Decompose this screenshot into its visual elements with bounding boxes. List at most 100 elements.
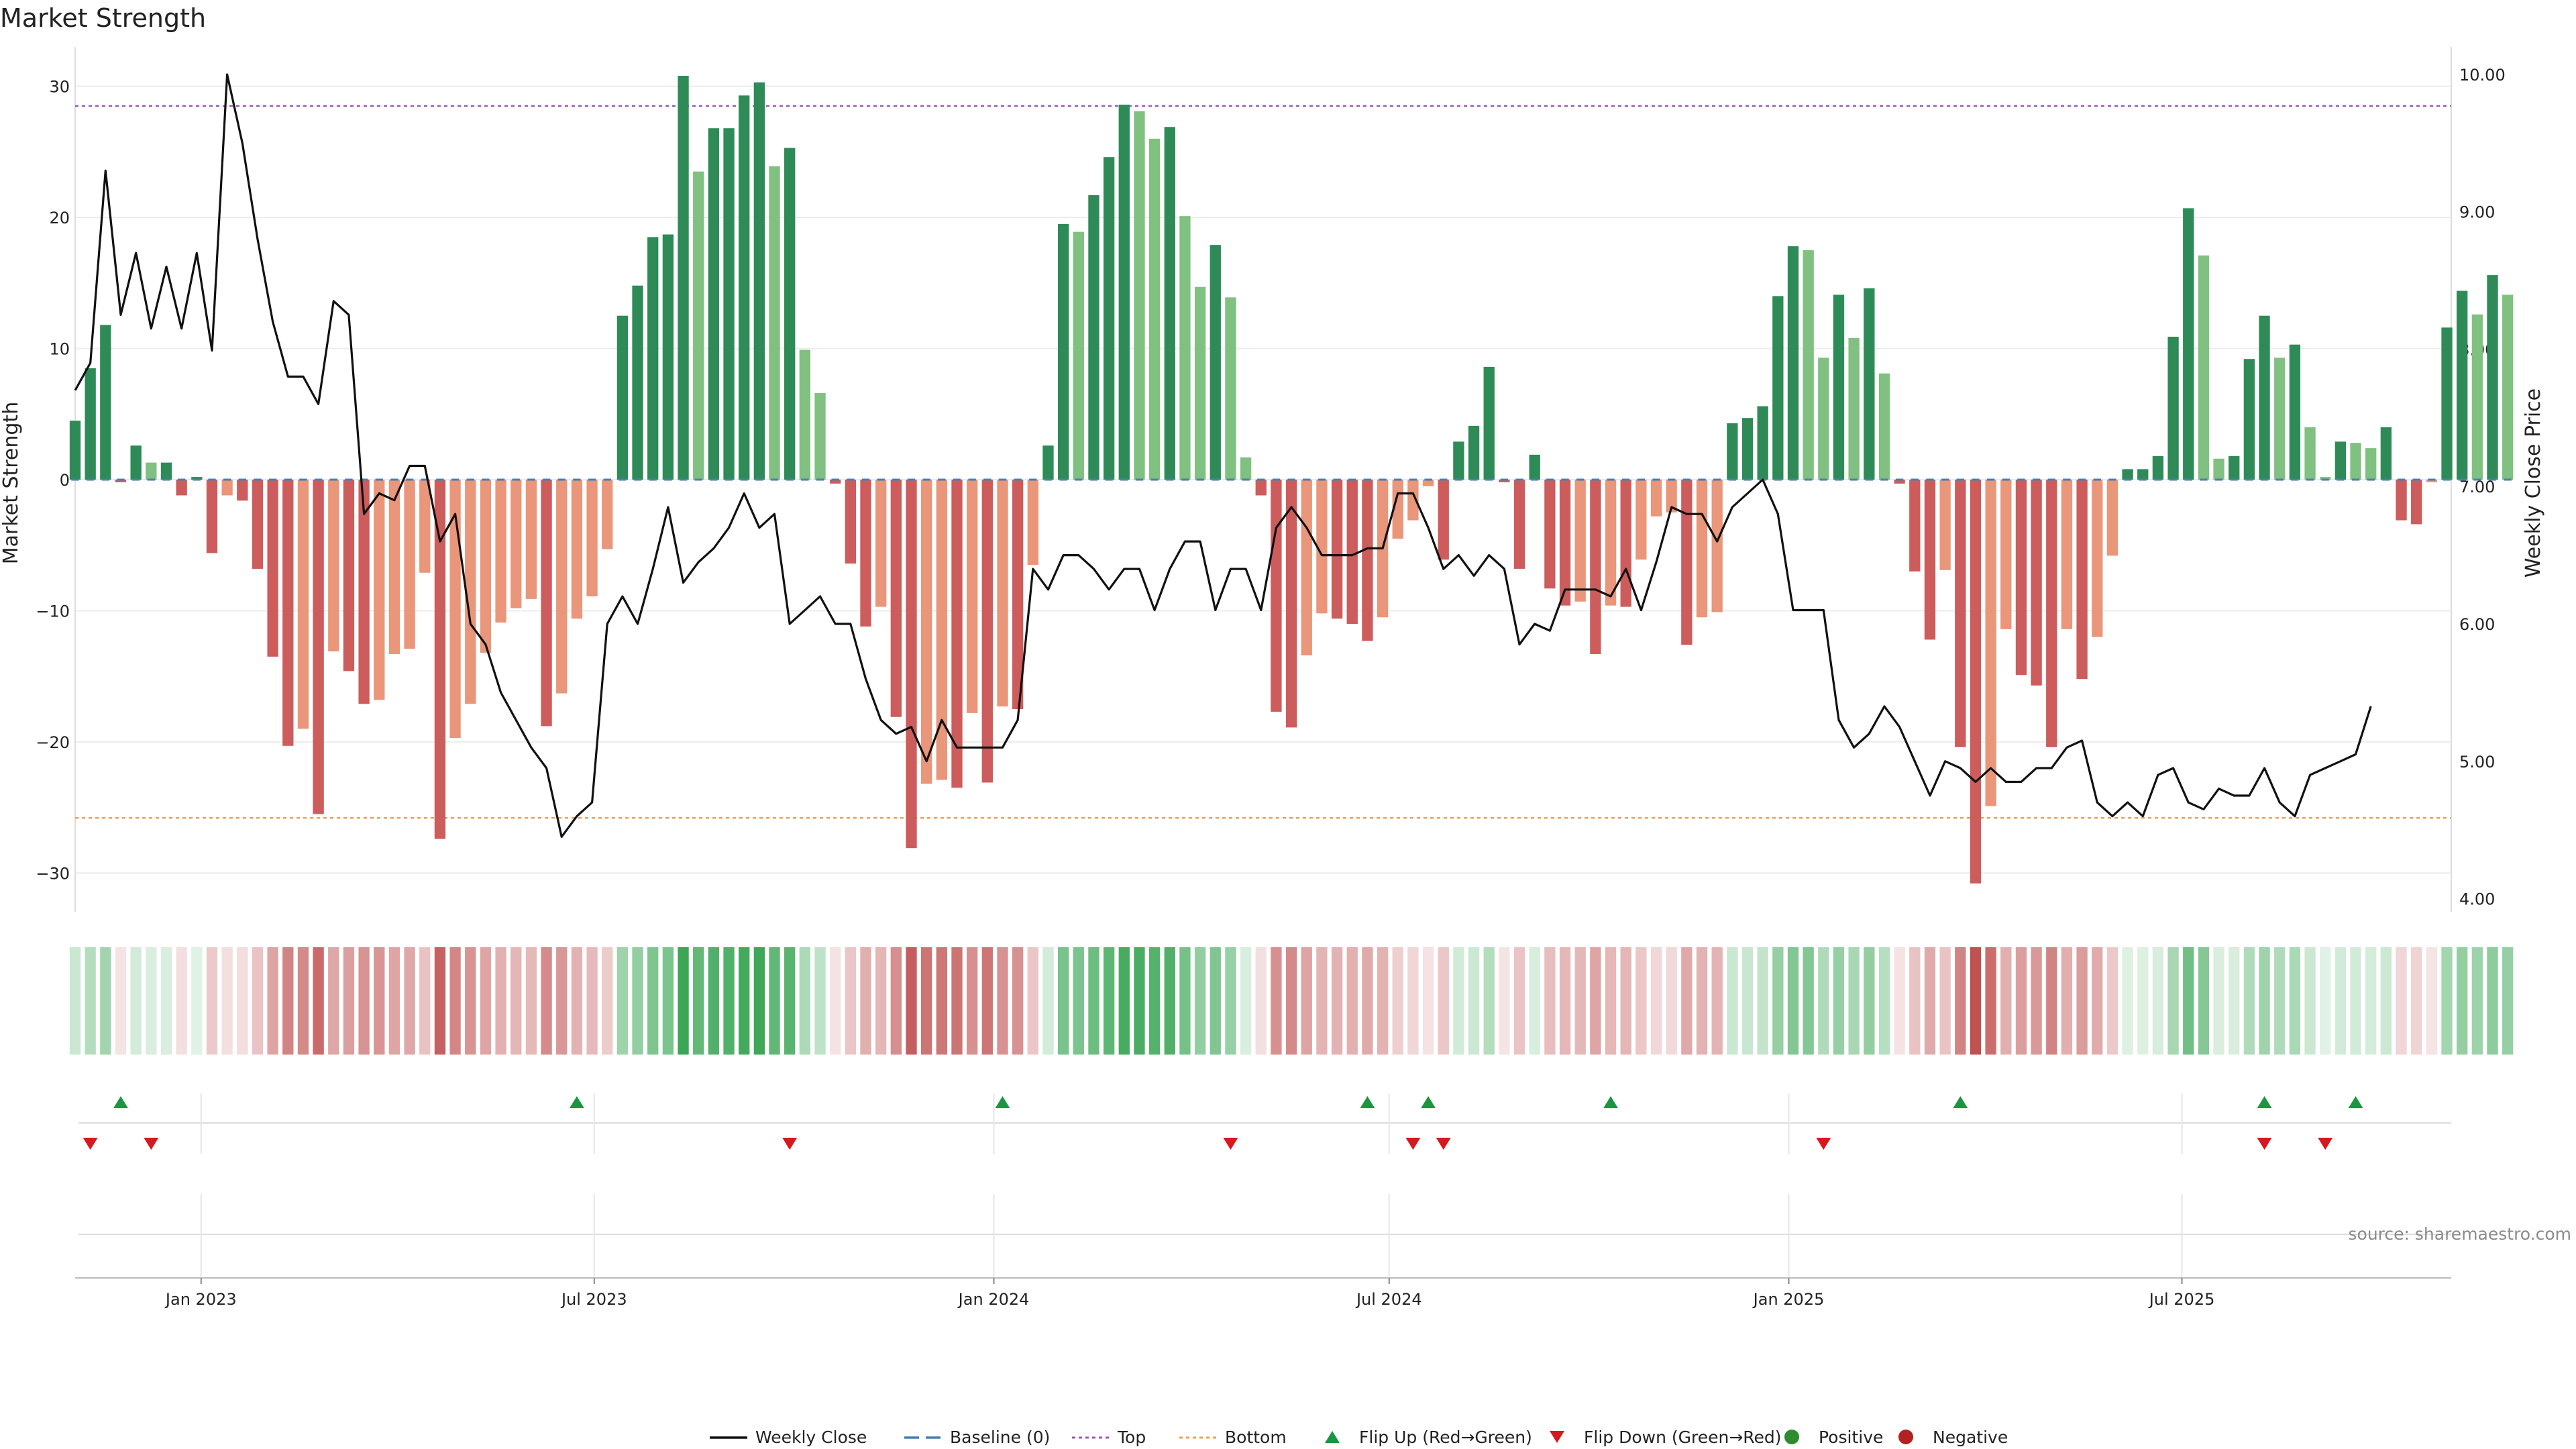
y-tick-label: 30 bbox=[49, 78, 70, 97]
strength-bar bbox=[297, 480, 309, 729]
strength-bar bbox=[739, 95, 750, 480]
strength-bar bbox=[358, 480, 370, 704]
strength-bar bbox=[632, 285, 643, 480]
heat-cell bbox=[1939, 947, 1951, 1055]
legend-label: Top bbox=[1117, 1428, 1146, 1447]
strength-bar bbox=[1210, 245, 1221, 480]
strength-bar bbox=[1042, 445, 1054, 480]
heat-cell bbox=[1605, 947, 1617, 1055]
flip-up-marker bbox=[569, 1096, 584, 1108]
heat-cell bbox=[1848, 947, 1860, 1055]
strength-bar bbox=[1483, 366, 1495, 480]
heat-cell bbox=[1468, 947, 1480, 1055]
strength-bar bbox=[981, 480, 993, 783]
strength-bar bbox=[1118, 105, 1130, 480]
strength-bar bbox=[160, 462, 172, 480]
heat-cell bbox=[374, 947, 385, 1055]
heat-cell bbox=[1134, 947, 1145, 1055]
heat-cell bbox=[1924, 947, 1936, 1055]
legend-item: Positive bbox=[1784, 1428, 1883, 1447]
heat-cell bbox=[252, 947, 264, 1055]
strength-bar bbox=[678, 76, 689, 480]
strength-bar bbox=[860, 480, 871, 627]
strength-bar bbox=[100, 325, 111, 480]
strength-bar bbox=[1833, 294, 1845, 480]
legend-item: Baseline (0) bbox=[904, 1428, 1050, 1447]
strength-bar bbox=[845, 480, 857, 564]
heat-cell bbox=[1392, 947, 1403, 1055]
y-tick-label: 10 bbox=[49, 340, 70, 359]
strength-bar bbox=[1073, 231, 1084, 480]
strength-bar bbox=[1088, 195, 1099, 480]
heat-cell bbox=[2320, 947, 2331, 1055]
heat-cell bbox=[814, 947, 826, 1055]
strength-bar bbox=[1331, 480, 1343, 619]
strength-bar bbox=[662, 234, 674, 480]
heat-cell bbox=[2229, 947, 2240, 1055]
heat-cell bbox=[678, 947, 689, 1055]
heat-cell bbox=[2441, 947, 2453, 1055]
heat-cell bbox=[388, 947, 400, 1055]
strength-bar bbox=[997, 480, 1008, 707]
strength-bar bbox=[1939, 480, 1951, 570]
strength-bar bbox=[1362, 480, 1373, 641]
strength-bar bbox=[267, 480, 278, 657]
strength-bar bbox=[890, 480, 902, 717]
strength-bar bbox=[1103, 157, 1115, 480]
strength-bar bbox=[206, 480, 218, 553]
heat-cell bbox=[1727, 947, 1738, 1055]
strength-bar bbox=[1499, 480, 1510, 482]
heat-cell bbox=[1985, 947, 1996, 1055]
strength-bar bbox=[191, 477, 203, 480]
heat-cell bbox=[1970, 947, 1982, 1055]
strength-bar bbox=[2122, 469, 2133, 480]
heat-cell bbox=[1346, 947, 1358, 1055]
y-axis-label: Market Strength bbox=[0, 402, 23, 564]
heat-cell bbox=[2213, 947, 2224, 1055]
heat-cell bbox=[1590, 947, 1601, 1055]
heat-cell bbox=[2487, 947, 2498, 1055]
heat-cell bbox=[616, 947, 629, 1055]
strength-bar bbox=[1864, 288, 1875, 480]
heat-cell bbox=[1574, 947, 1586, 1055]
strength-bar bbox=[769, 166, 780, 480]
strength-bar bbox=[2031, 480, 2042, 686]
heat-cell bbox=[784, 947, 796, 1055]
legend-label: Baseline (0) bbox=[950, 1428, 1050, 1447]
heat-cell bbox=[662, 947, 674, 1055]
heat-cell bbox=[632, 947, 643, 1055]
strength-bar bbox=[586, 480, 598, 596]
flip-down-marker bbox=[1223, 1138, 1238, 1150]
strength-bar bbox=[495, 480, 506, 623]
heat-cell bbox=[343, 947, 355, 1055]
legend-item: Flip Up (Red→Green) bbox=[1325, 1428, 1532, 1447]
heat-cell bbox=[1787, 947, 1799, 1055]
heat-cell bbox=[830, 947, 841, 1055]
heat-cell bbox=[237, 947, 248, 1055]
strength-bar bbox=[146, 462, 157, 480]
heat-cell bbox=[2396, 947, 2407, 1055]
heat-cell bbox=[951, 947, 963, 1055]
heat-cell bbox=[799, 947, 811, 1055]
y-tick-label: −20 bbox=[36, 733, 70, 752]
strength-bar bbox=[328, 480, 339, 652]
flip-down-marker bbox=[144, 1138, 159, 1150]
weekly-close-line bbox=[74, 73, 2372, 838]
heat-cell bbox=[1118, 947, 1130, 1055]
heat-cell bbox=[404, 947, 415, 1055]
heat-cell bbox=[1164, 947, 1175, 1055]
strength-bar bbox=[1559, 480, 1571, 606]
heat-cell bbox=[1194, 947, 1206, 1055]
strength-bar bbox=[115, 480, 127, 482]
heat-cell bbox=[1803, 947, 1814, 1055]
heat-cell bbox=[1757, 947, 1768, 1055]
heat-cell bbox=[1301, 947, 1312, 1055]
strength-bar bbox=[1878, 373, 1890, 480]
strength-bar bbox=[1544, 480, 1556, 589]
heat-cell bbox=[2046, 947, 2057, 1055]
strength-bar bbox=[2411, 480, 2422, 525]
strength-bar bbox=[723, 128, 735, 480]
strength-bar bbox=[69, 421, 81, 480]
heat-cell bbox=[1331, 947, 1343, 1055]
